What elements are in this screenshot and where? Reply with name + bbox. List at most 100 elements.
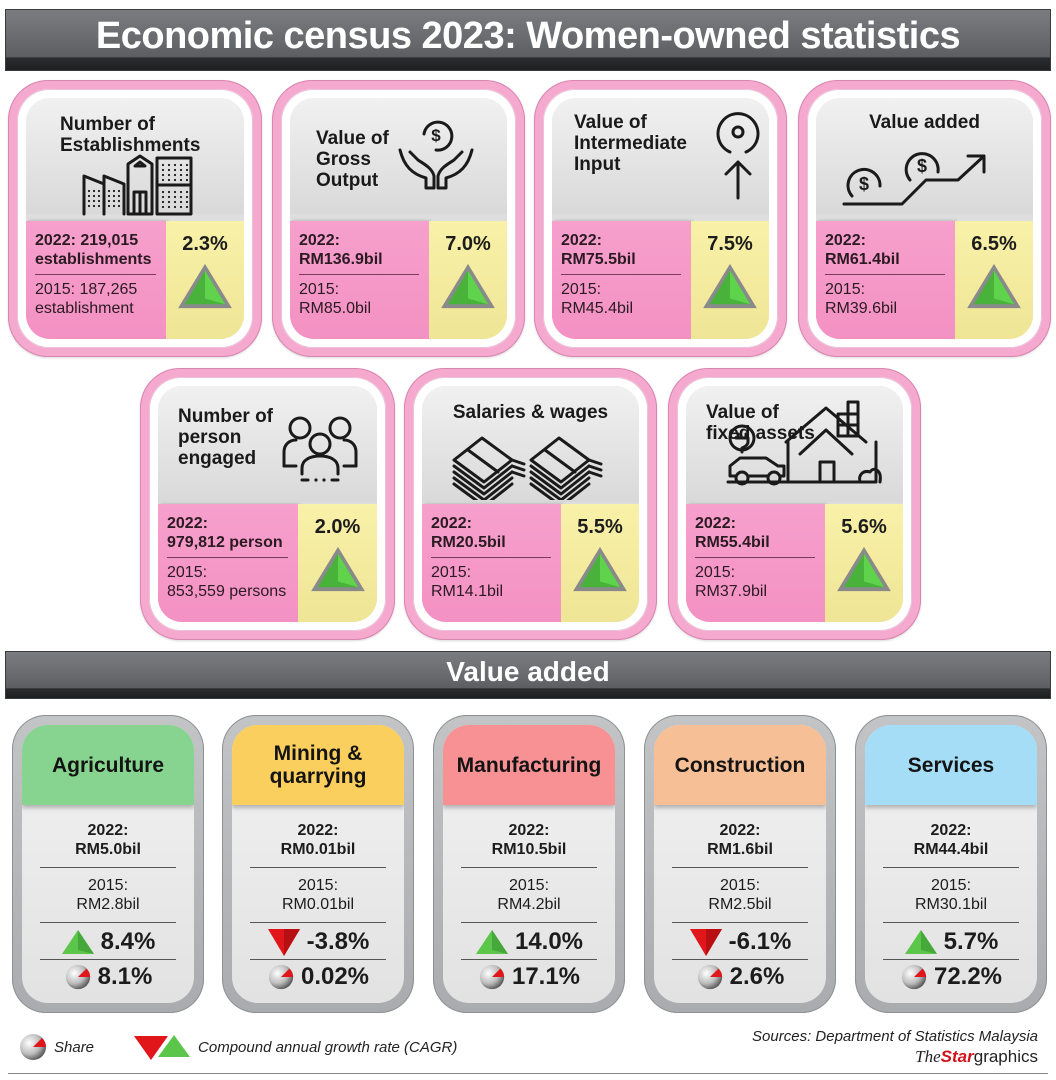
metric-cagr: 6.5% bbox=[971, 233, 1017, 255]
metric-2015-value: 2015: 853,559 persons bbox=[167, 564, 287, 600]
sector-cagr: 5.7% bbox=[943, 928, 999, 955]
metric-values: 2022: RM20.5bil 2015: RM14.1bil bbox=[422, 504, 561, 622]
metric-cagr-box: 5.5% bbox=[561, 504, 639, 622]
share-pie-icon bbox=[65, 964, 90, 990]
sector-cagr-row: -3.8% bbox=[232, 927, 404, 957]
sector-divider bbox=[883, 922, 1019, 923]
metric-header: Value added $ $ bbox=[816, 98, 1033, 214]
svg-text:$: $ bbox=[431, 126, 441, 145]
sector-share-row: 0.02% bbox=[232, 962, 404, 992]
page-title-banner: Economic census 2023: Women-owned statis… bbox=[5, 9, 1051, 71]
metric-card: Number of person engaged 2022: 979,812 p… bbox=[140, 368, 395, 640]
sector-cagr: -3.8% bbox=[306, 928, 370, 955]
sector-card: Agriculture 2022: RM5.0bil 2015: RM2.8bi… bbox=[12, 715, 204, 1013]
metric-card: Number of Establishments 2022: 219,015 e… bbox=[8, 80, 262, 357]
sector-2015-value: 2015: RM0.01bil bbox=[281, 877, 355, 913]
growth-up-icon bbox=[310, 546, 365, 592]
house-car-icon bbox=[726, 394, 886, 491]
share-pie-icon bbox=[901, 964, 927, 990]
metric-cagr: 5.5% bbox=[577, 516, 623, 538]
growth-up-icon bbox=[61, 930, 94, 954]
share-pie-icon bbox=[479, 964, 505, 990]
sector-share-row: 2.6% bbox=[654, 962, 826, 992]
cagr-up-icon bbox=[158, 1035, 191, 1057]
metric-divider bbox=[167, 557, 288, 558]
sector-divider bbox=[40, 959, 176, 960]
metric-cagr: 7.0% bbox=[445, 233, 491, 255]
sector-share-row: 72.2% bbox=[865, 962, 1037, 992]
sector-name: Services bbox=[865, 725, 1037, 805]
metric-title: Number of person engaged bbox=[178, 406, 273, 469]
legend: Share Compound annual growth rate (CAGR) bbox=[18, 1032, 457, 1062]
money-stacks-icon bbox=[452, 430, 606, 508]
metric-header: Value of Intermediate Input bbox=[552, 98, 769, 214]
metric-cagr: 2.0% bbox=[314, 516, 361, 538]
sector-divider bbox=[461, 867, 597, 868]
metric-title: Value of Intermediate Input bbox=[574, 112, 687, 175]
metric-header: Value of fixed assets bbox=[686, 386, 903, 502]
sector-2015-value: 2015: RM30.1bil bbox=[914, 877, 988, 913]
growth-up-icon bbox=[904, 930, 937, 954]
sector-name: Construction bbox=[654, 725, 826, 805]
legend-cagr-label: Compound annual growth rate (CAGR) bbox=[198, 1038, 458, 1056]
metric-title: Value added bbox=[869, 112, 980, 133]
input-arrow-icon bbox=[710, 110, 766, 205]
coins-growth-icon: $ $ bbox=[840, 146, 990, 213]
metric-divider bbox=[695, 557, 815, 558]
sector-cagr: 14.0% bbox=[514, 928, 584, 955]
sector-divider bbox=[250, 959, 386, 960]
sector-cagr-row: 14.0% bbox=[443, 927, 615, 957]
source-block: Sources: Department of Statistics Malays… bbox=[752, 1028, 1038, 1067]
sector-cagr: -6.1% bbox=[728, 928, 792, 955]
sector-share-row: 8.1% bbox=[22, 962, 194, 992]
metric-divider bbox=[431, 557, 551, 558]
sector-2022-value: 2022: RM1.6bil bbox=[707, 822, 773, 858]
sector-card: Services 2022: RM44.4bil 2015: RM30.1bil… bbox=[855, 715, 1047, 1013]
metric-cagr-box: 6.5% bbox=[955, 221, 1033, 339]
source-text: Sources: Department of Statistics Malays… bbox=[752, 1028, 1038, 1045]
metric-card: Value of fixed assets 2022: RM55.4bil 20… bbox=[668, 368, 921, 640]
value-added-heading: Value added bbox=[446, 656, 610, 687]
buildings-icon bbox=[82, 154, 194, 221]
sector-divider bbox=[672, 922, 808, 923]
brand-star: Star bbox=[940, 1047, 974, 1066]
metric-2022-value: 2022: 219,015 establishments bbox=[35, 232, 152, 268]
brand-the: The bbox=[915, 1047, 941, 1066]
metric-header: Value of Gross Output $ bbox=[290, 98, 507, 214]
sector-2015-value: 2015: RM2.8bil bbox=[76, 877, 140, 913]
metric-divider bbox=[35, 274, 156, 275]
sector-divider bbox=[40, 922, 176, 923]
metric-cagr: 5.6% bbox=[841, 516, 887, 538]
sector-name: Manufacturing bbox=[443, 725, 615, 805]
sector-card: Manufacturing 2022: RM10.5bil 2015: RM4.… bbox=[433, 715, 625, 1013]
metric-card: Value of Gross Output $ 2022: RM136.9bil… bbox=[272, 80, 525, 357]
sector-divider bbox=[461, 922, 597, 923]
hands-coin-icon: $ bbox=[396, 116, 476, 201]
sector-divider bbox=[672, 959, 808, 960]
growth-up-icon bbox=[703, 263, 757, 309]
metric-2022-value: 2022: RM55.4bil bbox=[695, 515, 770, 551]
metric-2015-value: 2015: RM39.6bil bbox=[825, 281, 898, 317]
svg-text:$: $ bbox=[859, 174, 869, 194]
growth-up-icon bbox=[573, 546, 627, 592]
metric-2022-value: 2022: RM20.5bil bbox=[431, 515, 506, 551]
sector-2015-value: 2015: RM4.2bil bbox=[497, 877, 561, 913]
footer-divider bbox=[8, 1073, 1048, 1074]
metric-header: Number of Establishments bbox=[26, 98, 244, 216]
sector-divider bbox=[672, 867, 808, 868]
sector-2015-value: 2015: RM2.5bil bbox=[708, 877, 772, 913]
growth-up-icon bbox=[837, 546, 891, 592]
metric-2015-value: 2015: RM14.1bil bbox=[431, 564, 504, 600]
metric-divider bbox=[825, 274, 945, 275]
sector-divider bbox=[883, 959, 1019, 960]
metric-2015-value: 2015: RM85.0bil bbox=[299, 281, 372, 317]
share-pie-icon bbox=[697, 964, 722, 990]
metric-header: Number of person engaged bbox=[158, 386, 377, 502]
metric-2015-value: 2015: RM37.9bil bbox=[695, 564, 768, 600]
sector-2022-value: 2022: RM10.5bil bbox=[491, 822, 567, 858]
metric-values: 2022: RM55.4bil 2015: RM37.9bil bbox=[686, 504, 825, 622]
sector-divider bbox=[250, 867, 386, 868]
sector-share: 0.02% bbox=[300, 963, 370, 990]
sector-cagr-row: -6.1% bbox=[654, 927, 826, 957]
metric-cagr-box: 7.0% bbox=[429, 221, 507, 339]
